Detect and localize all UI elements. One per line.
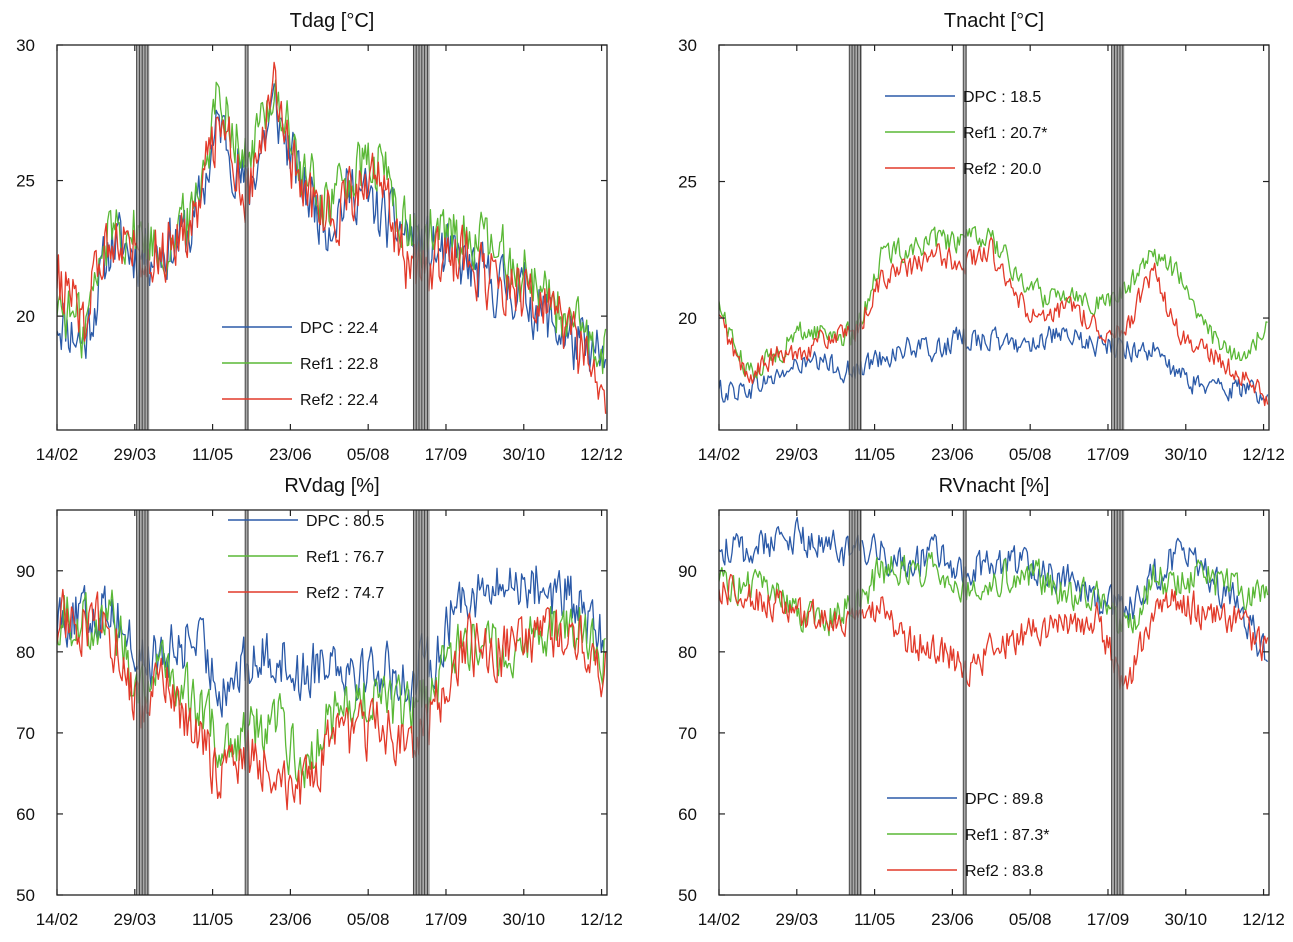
legend-label-dpc: DPC : 18.5: [963, 89, 1041, 106]
x-tick-label: 12/12: [1242, 445, 1285, 464]
x-tick-label: 30/10: [503, 445, 546, 464]
y-tick-label: 70: [678, 724, 697, 743]
y-tick-label: 60: [16, 805, 35, 824]
shaded-period-3: [412, 510, 430, 895]
x-tick-label: 12/12: [1242, 910, 1285, 929]
shaded-period-3: [1111, 510, 1125, 895]
x-tick-label: 29/03: [114, 910, 157, 929]
chart-panel-4: RVnacht [%] 50 60 70 80 90 14/02 29/03 11/05 23/0…: [678, 475, 1285, 929]
shaded-period-1: [136, 45, 150, 430]
x-tick-label: 05/08: [1009, 445, 1052, 464]
legend: DPC : 89.8 Ref1 : 87.3* Ref2 : 83.8: [887, 791, 1050, 880]
y-tick-label: 80: [16, 643, 35, 662]
series-line-ref1: [719, 551, 1269, 637]
x-tick-label: 23/06: [269, 445, 312, 464]
legend-label-dpc: DPC : 89.8: [965, 791, 1043, 808]
shaded-period-3: [412, 45, 430, 430]
y-tick-label: 90: [678, 562, 697, 581]
y-tick-label: 25: [16, 172, 35, 191]
y-tick-label: 30: [678, 36, 697, 55]
shaded-period-2: [244, 510, 249, 895]
x-tick-label: 29/03: [776, 445, 819, 464]
chart-panel-1: Tdag [°C] 20 25 30 14/02 29/03 11/05 23/06 05/08…: [16, 10, 623, 464]
x-tick-label: 17/09: [425, 445, 468, 464]
shaded-period-1: [848, 510, 862, 895]
legend-label-ref2: Ref2 : 83.8: [965, 863, 1043, 880]
y-tick-label: 20: [678, 309, 697, 328]
legend-label-dpc: DPC : 22.4: [300, 320, 378, 337]
y-tick-label: 60: [678, 805, 697, 824]
y-tick-label: 25: [678, 173, 697, 192]
shaded-period-1: [136, 510, 150, 895]
x-tick-label: 11/05: [192, 445, 233, 464]
series-line-ref2: [719, 236, 1269, 407]
x-tick-label: 23/06: [931, 445, 974, 464]
x-tick-label: 30/10: [1165, 445, 1208, 464]
legend-label-dpc: DPC : 80.5: [306, 513, 384, 530]
series-line-ref1: [719, 226, 1268, 379]
y-tick-label: 30: [16, 36, 35, 55]
chart-title: Tnacht [°C]: [944, 10, 1044, 32]
legend-label-ref2: Ref2 : 20.0: [963, 161, 1041, 178]
x-tick-label: 14/02: [698, 910, 741, 929]
x-tick-label: 30/10: [503, 910, 546, 929]
x-tick-label: 17/09: [425, 910, 468, 929]
series-line-dpc: [719, 516, 1269, 663]
x-tick-label: 14/02: [36, 445, 79, 464]
x-tick-label: 17/09: [1087, 910, 1130, 929]
x-tick-label: 14/02: [698, 445, 741, 464]
legend: DPC : 18.5 Ref1 : 20.7* Ref2 : 20.0: [885, 89, 1048, 178]
x-tick-label: 29/03: [114, 445, 157, 464]
chart-panel-3: RVdag [%] 50 60 70 80 90 14/02 29/03 11/05 23/06 0…: [16, 475, 623, 929]
chart-title: RVdag [%]: [284, 475, 379, 497]
x-tick-label: 11/05: [854, 910, 895, 929]
plot-frame: [718, 44, 1270, 431]
shaded-period-2: [962, 45, 967, 430]
x-tick-label: 23/06: [931, 910, 974, 929]
x-tick-label: 05/08: [347, 445, 390, 464]
series-line-ref2: [719, 573, 1269, 690]
legend-label-ref1: Ref1 : 76.7: [306, 549, 384, 566]
y-tick-label: 70: [16, 724, 35, 743]
legend-label-ref2: Ref2 : 22.4: [300, 392, 378, 409]
x-tick-label: 12/12: [580, 910, 623, 929]
x-tick-label: 11/05: [854, 445, 895, 464]
y-tick-label: 50: [16, 886, 35, 905]
chart-panel-2: Tnacht [°C] 20 25 30 14/02 29/03 11/05 23/06 05/…: [678, 10, 1285, 464]
x-tick-label: 17/09: [1087, 445, 1130, 464]
plot-frame: [56, 44, 608, 431]
series-line-dpc: [719, 325, 1269, 405]
y-tick-label: 80: [678, 643, 697, 662]
x-tick-label: 05/08: [347, 910, 390, 929]
x-tick-label: 23/06: [269, 910, 312, 929]
plot-frame: [718, 509, 1270, 896]
chart-title: RVnacht [%]: [939, 475, 1050, 497]
plot-frame: [56, 509, 608, 896]
x-tick-label: 05/08: [1009, 910, 1052, 929]
x-tick-label: 14/02: [36, 910, 79, 929]
x-tick-label: 30/10: [1165, 910, 1208, 929]
legend-label-ref1: Ref1 : 87.3*: [965, 827, 1050, 844]
shaded-period-1: [848, 45, 862, 430]
y-tick-label: 90: [16, 562, 35, 581]
y-tick-label: 20: [16, 307, 35, 326]
shaded-period-2: [962, 510, 967, 895]
legend-label-ref1: Ref1 : 22.8: [300, 356, 378, 373]
chart-title: Tdag [°C]: [290, 10, 375, 32]
legend-label-ref2: Ref2 : 74.7: [306, 585, 384, 602]
x-tick-label: 11/05: [192, 910, 233, 929]
x-tick-label: 12/12: [580, 445, 623, 464]
legend: DPC : 80.5 Ref1 : 76.7 Ref2 : 74.7: [228, 513, 384, 602]
legend: DPC : 22.4 Ref1 : 22.8 Ref2 : 22.4: [222, 320, 378, 409]
legend-label-ref1: Ref1 : 20.7*: [963, 125, 1048, 142]
shaded-period-2: [244, 45, 249, 430]
y-tick-label: 50: [678, 886, 697, 905]
x-tick-label: 29/03: [776, 910, 819, 929]
shaded-period-3: [1111, 45, 1125, 430]
